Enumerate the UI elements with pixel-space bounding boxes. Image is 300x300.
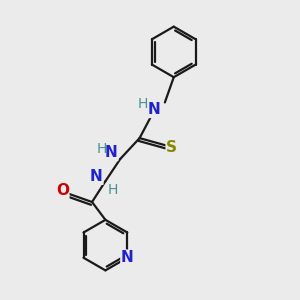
Text: N: N [121,250,134,265]
Text: H: H [138,97,148,111]
Text: N: N [90,169,103,184]
Text: H: H [97,142,107,155]
Text: S: S [166,140,177,155]
Text: O: O [56,183,69,198]
Text: N: N [148,102,161,117]
Text: H: H [108,182,118,197]
Text: N: N [105,146,118,160]
